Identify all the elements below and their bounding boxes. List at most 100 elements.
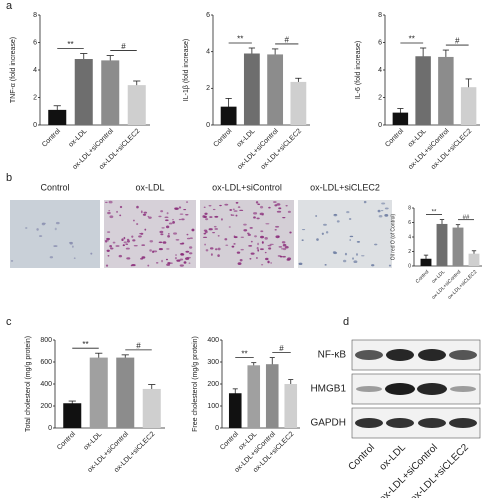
stain-dot (237, 206, 241, 208)
stain-dot (136, 222, 139, 226)
stain-dot (267, 260, 270, 264)
stain-dot (186, 256, 191, 259)
stain-dot (377, 209, 381, 213)
stain-dot (278, 246, 283, 248)
stain-dot (174, 207, 179, 210)
stain-dot (148, 216, 152, 219)
stain-dot (140, 210, 143, 214)
stain-dot (232, 208, 235, 211)
x-tick-label: ox-LDL+siCLEC2 (260, 128, 303, 171)
stain-dot (175, 254, 177, 256)
significance-label: ** (409, 35, 415, 44)
significance-label: # (285, 36, 290, 45)
stain-dot (231, 245, 235, 248)
stain-dot (123, 236, 126, 240)
stain-dot (203, 215, 207, 219)
stain-dot (172, 221, 175, 224)
stain-dot (315, 215, 318, 217)
y-tick-label: 6 (408, 220, 411, 226)
stain-dot (126, 257, 131, 260)
stain-dot (149, 240, 154, 243)
stain-dot (41, 222, 46, 226)
stain-dot (352, 257, 354, 260)
stain-dot (275, 225, 280, 228)
stain-dot (276, 210, 282, 213)
stain-dot (265, 257, 269, 261)
bar (468, 253, 480, 266)
stain-dot (273, 201, 277, 203)
stain-dot (159, 230, 164, 234)
stain-dot (285, 205, 288, 207)
stain-dot (176, 259, 181, 262)
bar (243, 53, 260, 125)
y-tick-label: 0 (33, 122, 37, 129)
stain-dot (282, 243, 287, 247)
stain-dot (204, 230, 208, 234)
stain-dot (346, 210, 350, 214)
significance-label: # (136, 341, 141, 350)
stain-dot (186, 237, 191, 240)
significance-label: ** (67, 40, 73, 49)
stain-dot (161, 259, 163, 263)
stain-dot (378, 215, 383, 218)
stain-dot (167, 234, 171, 238)
stain-dot (274, 204, 278, 207)
micrograph-label: ox-LDL+siControl (212, 182, 282, 192)
lane-label: ox-LDL (377, 442, 408, 473)
stain-dot (282, 255, 286, 258)
stain-dot (276, 203, 281, 206)
stain-dot (25, 227, 28, 229)
stain-dot (250, 252, 255, 255)
y-tick-label: 0 (378, 122, 382, 129)
y-tick-label: 0 (215, 425, 219, 432)
bar (265, 364, 279, 428)
bar (267, 54, 284, 125)
y-tick-label: 2 (378, 94, 382, 101)
micrograph-label: ox-LDL+siCLEC2 (310, 182, 380, 192)
stain-dot (158, 215, 162, 218)
stain-dot (151, 250, 155, 253)
blot-row-label: HMGB1 (310, 384, 346, 395)
stain-dot (349, 239, 352, 241)
stain-dot (132, 239, 136, 242)
panel-label: d (343, 316, 349, 328)
stain-dot (141, 256, 146, 259)
stain-dot (121, 238, 124, 242)
stain-dot (249, 226, 253, 229)
stain-dot (380, 209, 384, 212)
stain-dot (285, 245, 289, 249)
y-tick-label: 200 (207, 381, 219, 388)
stain-dot (264, 251, 267, 254)
stain-dot (356, 241, 361, 243)
stain-dot (38, 235, 43, 237)
stain-dot (217, 254, 220, 258)
stain-dot (255, 256, 258, 259)
stain-dot (185, 250, 190, 253)
y-tick-label: 2 (33, 94, 37, 101)
stain-dot (257, 242, 259, 246)
stain-dot (230, 214, 235, 216)
y-tick-label: 800 (40, 337, 52, 344)
stain-dot (119, 205, 123, 209)
stain-dot (277, 255, 282, 257)
stain-dot (342, 259, 347, 263)
stain-dot (179, 264, 184, 267)
stain-dot (183, 208, 187, 211)
x-tick-label: ox-LDL+siCLEC2 (430, 128, 473, 171)
micrographs (10, 200, 392, 268)
stain-dot (158, 248, 163, 251)
blot-row-label: NF-κB (318, 350, 347, 361)
bar (284, 384, 298, 428)
stain-dot (301, 228, 306, 231)
y-tick-label: 8 (33, 12, 37, 19)
y-tick-label: 4 (408, 234, 411, 240)
stain-dot (130, 264, 133, 267)
stain-dot (49, 256, 54, 259)
stain-dot (233, 210, 238, 212)
x-tick-label: ox-LDL+siControl (407, 127, 451, 171)
stain-dot (189, 237, 193, 239)
stain-dot (268, 206, 271, 209)
stain-dot (217, 235, 220, 237)
bar (116, 357, 135, 428)
stain-dot (224, 203, 229, 206)
